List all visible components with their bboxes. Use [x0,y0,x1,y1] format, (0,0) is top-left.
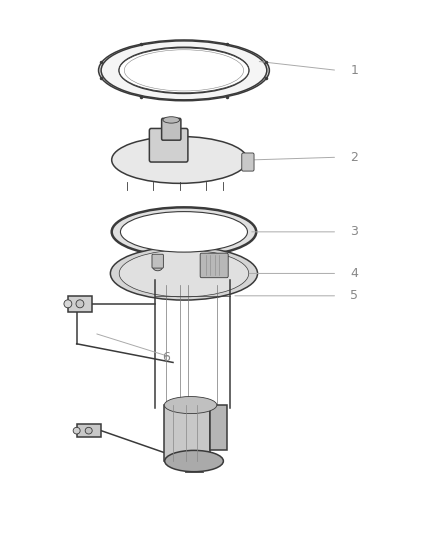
Ellipse shape [153,263,162,271]
Text: 6: 6 [162,351,170,364]
Ellipse shape [164,397,217,414]
FancyBboxPatch shape [162,118,181,140]
Ellipse shape [76,300,84,308]
Ellipse shape [99,40,269,101]
Text: 1: 1 [350,64,358,77]
Ellipse shape [119,48,249,93]
Ellipse shape [85,427,92,434]
Ellipse shape [119,47,249,93]
Ellipse shape [119,250,249,297]
Bar [68,296,92,312]
Ellipse shape [120,212,247,252]
Bar [77,424,101,437]
Bar [210,405,227,450]
FancyBboxPatch shape [242,153,254,171]
Ellipse shape [112,207,256,256]
Bar [164,405,210,461]
Ellipse shape [110,247,258,300]
Ellipse shape [101,41,267,100]
FancyBboxPatch shape [149,128,188,162]
Text: 4: 4 [350,267,358,280]
Ellipse shape [64,300,72,308]
Ellipse shape [112,136,247,183]
Ellipse shape [163,117,180,123]
Ellipse shape [165,450,223,472]
FancyBboxPatch shape [152,254,163,268]
Ellipse shape [124,50,244,91]
FancyBboxPatch shape [200,253,228,278]
Text: 5: 5 [350,289,358,302]
Ellipse shape [73,427,80,434]
Text: 3: 3 [350,225,358,238]
Text: 2: 2 [350,151,358,164]
